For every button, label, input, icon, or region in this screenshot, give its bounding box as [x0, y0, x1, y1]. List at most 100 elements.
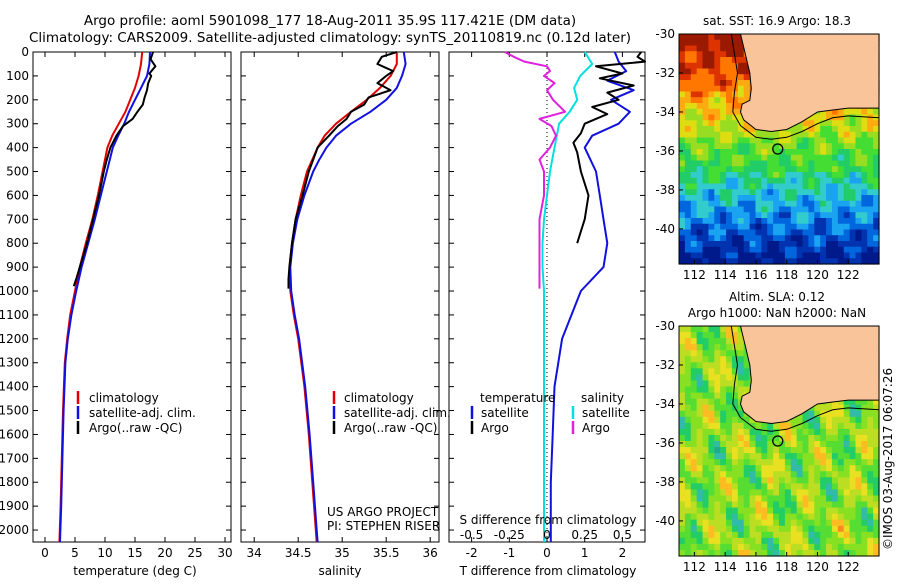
map-cell	[790, 441, 798, 448]
map-cell	[726, 200, 733, 208]
map-cell	[749, 459, 757, 466]
x-tick-label: 0	[41, 546, 49, 560]
map-cell	[779, 137, 786, 144]
map-cell	[720, 507, 727, 515]
map-cell	[796, 218, 804, 225]
map-cell	[855, 447, 862, 454]
map-cell	[731, 507, 739, 515]
map-cell	[684, 410, 692, 418]
map-cell	[861, 114, 868, 121]
map-cell	[737, 246, 745, 254]
map-cell	[696, 154, 704, 162]
map-cell	[690, 465, 698, 472]
series-line-satellite-adj-clim-	[289, 51, 407, 543]
temperature-xlabel: temperature (deg C)	[73, 564, 196, 578]
map-cell	[826, 114, 833, 121]
map-cell	[690, 447, 698, 454]
map-cell	[684, 404, 692, 412]
map-y-tick-label: -40	[655, 514, 675, 528]
map-cell	[802, 166, 810, 173]
map-cell	[790, 177, 798, 185]
map-cell	[837, 471, 845, 478]
map-cell	[702, 126, 710, 133]
series-line-climatology	[288, 52, 398, 543]
map-cell	[720, 356, 727, 363]
map-cell	[843, 143, 851, 150]
map-cell	[679, 386, 686, 394]
map-cell	[737, 218, 745, 225]
map-cell	[708, 51, 715, 58]
map-cell	[702, 513, 710, 521]
map-cell	[714, 459, 721, 466]
map-cell	[749, 195, 757, 202]
map-cell	[843, 137, 851, 144]
map-cell	[855, 531, 862, 539]
map-cell	[784, 447, 792, 454]
map-cell	[820, 441, 827, 448]
map-cell	[684, 392, 692, 400]
map-cell	[761, 137, 768, 144]
map-cell	[720, 495, 727, 503]
map-cell	[855, 160, 862, 167]
map-cell	[726, 114, 733, 121]
map-cell	[737, 380, 745, 388]
map-cell	[737, 441, 745, 448]
map-cell	[684, 62, 692, 70]
map-cell	[755, 154, 762, 162]
map-cell	[849, 189, 857, 196]
map-cell	[861, 416, 868, 424]
map-cell	[767, 422, 774, 430]
map-cell	[696, 489, 704, 497]
map-cell	[731, 200, 739, 208]
map-cell	[679, 501, 686, 509]
map-cell	[726, 137, 733, 144]
map-cell	[679, 195, 686, 202]
map-cell	[684, 513, 692, 521]
map-cell	[784, 483, 792, 491]
map-cell	[779, 465, 786, 472]
map-cell	[790, 465, 798, 472]
map-cell	[826, 453, 833, 460]
map-cell	[726, 91, 733, 98]
map-cell	[873, 172, 880, 179]
map-cell	[796, 131, 804, 139]
map-cell	[690, 422, 698, 430]
map-cell	[726, 149, 733, 156]
map-cell	[684, 126, 692, 133]
map-cell	[849, 149, 857, 156]
map-cell	[737, 149, 745, 156]
map-cell	[855, 258, 862, 265]
map-cell	[849, 246, 857, 254]
map-cell	[714, 97, 721, 104]
map-cell	[714, 45, 721, 52]
map-cell	[679, 374, 686, 382]
map-cell	[820, 501, 827, 509]
map-cell	[731, 218, 739, 225]
map-cell	[702, 183, 710, 190]
map-cell	[837, 398, 845, 406]
map-cell	[731, 166, 739, 173]
map-cell	[790, 549, 798, 557]
map-cell	[755, 172, 762, 179]
map-cell	[720, 537, 727, 545]
map-cell	[737, 489, 745, 497]
map-cell	[831, 108, 839, 116]
map-cell	[849, 483, 857, 491]
map-cell	[702, 131, 710, 139]
map-cell	[737, 143, 745, 150]
map-cell	[867, 477, 874, 484]
map-y-tick-label: -34	[655, 105, 675, 119]
map-cell	[714, 344, 721, 351]
map-cell	[802, 428, 810, 436]
map-cell	[696, 62, 704, 70]
map-cell	[708, 459, 715, 466]
map-cell	[737, 120, 745, 127]
map-cell	[837, 495, 845, 503]
map-cell	[779, 549, 786, 557]
sst-map: 112 114 116 118 120 122-30-32-34-36-38-40	[655, 27, 880, 282]
map-cell	[726, 241, 733, 248]
map-cell	[849, 428, 857, 436]
map-cell	[784, 453, 792, 460]
map-cell	[849, 206, 857, 213]
map-cell	[861, 477, 868, 484]
